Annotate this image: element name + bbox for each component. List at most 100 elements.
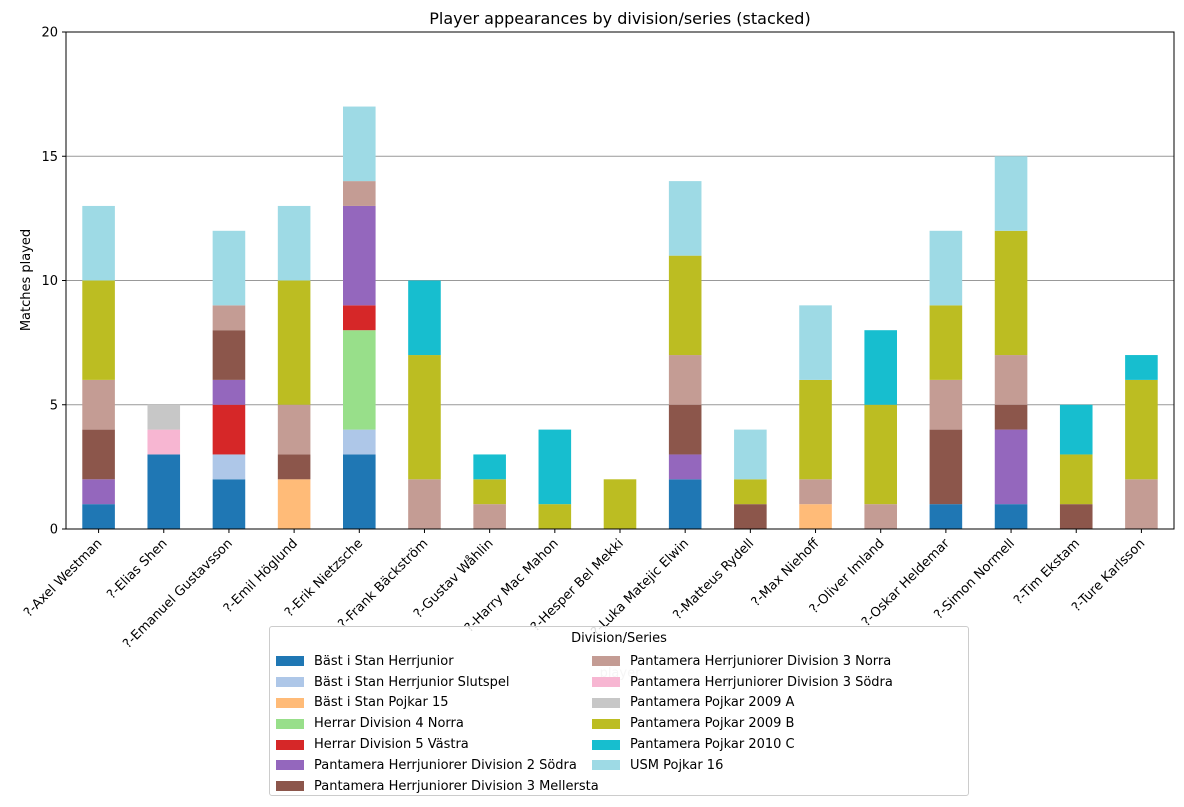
bar-segment xyxy=(994,429,1028,505)
legend-item: USM Pojkar 16 xyxy=(592,755,893,776)
bar-segment xyxy=(82,429,115,480)
bar-segment xyxy=(929,305,963,380)
y-axis-label: Matches played xyxy=(19,229,34,331)
bar-segment xyxy=(929,504,963,529)
bar-segment xyxy=(668,479,702,529)
bar-segment xyxy=(82,379,115,430)
bar-segment xyxy=(994,404,1028,430)
legend-label: Bäst i Stan Pojkar 15 xyxy=(314,695,449,711)
legend-label: Pantamera Herrjuniorer Division 3 Norra xyxy=(630,653,892,669)
legend-label: USM Pojkar 16 xyxy=(630,757,724,773)
bar-segment xyxy=(994,355,1028,405)
x-tick-label: ?-Tim Ekstam xyxy=(1011,536,1083,608)
y-axis: 0 5 10 15 20 xyxy=(41,26,66,538)
bar-segment xyxy=(668,255,702,356)
bar-segment xyxy=(343,106,376,182)
bar-segment xyxy=(734,504,767,529)
bar-segment xyxy=(864,330,897,405)
legend-swatch xyxy=(592,718,620,729)
legend-item: Herrar Division 4 Norra xyxy=(276,713,599,734)
y-tick-label: 20 xyxy=(41,26,58,41)
bar-segment xyxy=(1059,454,1093,505)
legend-label: Pantamera Herrjuniorer Division 3 Södra xyxy=(630,674,893,690)
bar-segment xyxy=(1125,479,1158,529)
bar-segment xyxy=(82,479,115,505)
bar-segment xyxy=(408,355,441,480)
bar-segment xyxy=(473,504,506,529)
bar-segment xyxy=(668,355,702,405)
legend-item: Herrar Division 5 Västra xyxy=(276,734,599,755)
bar-segment xyxy=(408,280,441,356)
y-tick-label: 0 xyxy=(50,523,58,538)
bar-segment xyxy=(799,504,832,529)
legend-title: Division/Series xyxy=(571,631,667,646)
gridlines xyxy=(66,155,1174,406)
bar-segment xyxy=(1125,355,1158,380)
chart-title: Player appearances by division/series (s… xyxy=(429,9,810,28)
legend-label: Bäst i Stan Herrjunior xyxy=(314,653,454,669)
legend-label: Bäst i Stan Herrjunior Slutspel xyxy=(314,674,510,690)
bar-segment xyxy=(343,454,376,529)
bar-segment xyxy=(1125,379,1158,480)
legend-item: Bäst i Stan Herrjunior xyxy=(276,651,599,672)
bar-segment xyxy=(929,429,963,505)
bar-segment xyxy=(734,429,767,480)
bar-segment xyxy=(408,479,441,529)
legend-item: Bäst i Stan Pojkar 15 xyxy=(276,693,599,714)
x-tick-label: ?-Elias Shen xyxy=(104,536,170,602)
legend-item: Pantamera Herrjuniorer Division 2 Södra xyxy=(276,755,599,776)
legend-item: Pantamera Pojkar 2009 B xyxy=(592,713,893,734)
legend-swatch xyxy=(276,677,304,688)
bar-segment xyxy=(929,230,963,306)
bar-segment xyxy=(147,404,181,430)
legend-label: Herrar Division 5 Västra xyxy=(314,737,469,753)
bar-segment xyxy=(1059,404,1093,455)
bar-segment xyxy=(82,205,115,281)
bar-segment xyxy=(668,181,702,256)
legend-swatch xyxy=(276,718,304,729)
legend-item: Pantamera Pojkar 2010 C xyxy=(592,734,893,755)
bar-segment xyxy=(799,379,832,480)
bar-segment xyxy=(343,205,376,306)
y-tick-label: 15 xyxy=(41,150,58,165)
y-tick-label: 10 xyxy=(41,274,58,289)
bar-segment xyxy=(864,404,897,505)
legend-item: Pantamera Pojkar 2009 A xyxy=(592,693,893,714)
legend-item: Pantamera Herrjuniorer Division 3 Norra xyxy=(592,651,893,672)
legend-swatch xyxy=(276,739,304,750)
legend-swatch xyxy=(592,739,620,750)
bar-segment xyxy=(212,230,246,306)
bar-segment xyxy=(147,429,181,455)
legend-swatch xyxy=(276,697,304,708)
bar-segment xyxy=(82,280,115,380)
bar-segment xyxy=(212,379,246,405)
bar-segment xyxy=(277,454,311,480)
legend-swatch xyxy=(276,760,304,771)
legend-label: Pantamera Herrjuniorer Division 2 Södra xyxy=(314,757,577,773)
legend-label: Pantamera Pojkar 2010 C xyxy=(630,737,795,753)
bar-segment xyxy=(343,330,376,430)
legend-swatch xyxy=(592,677,620,688)
legend-swatch xyxy=(592,760,620,771)
legend-item: Pantamera Herrjuniorer Division 3 Södra xyxy=(592,672,893,693)
bar-segment xyxy=(799,305,832,380)
bar-segment xyxy=(277,404,311,455)
legend: Division/Series Bäst i Stan Herrjunior Bä… xyxy=(269,626,969,796)
bar-segment xyxy=(82,504,115,529)
bar-segment xyxy=(212,305,246,331)
bar-segment xyxy=(147,454,181,529)
bar-segment xyxy=(668,404,702,455)
bar-segment xyxy=(343,305,376,331)
legend-column: Pantamera Herrjuniorer Division 3 Norra P… xyxy=(592,651,893,776)
x-tick-label: ?-Emanuel Gustavsson xyxy=(120,536,235,651)
bar-segment xyxy=(603,479,637,529)
bar-segment xyxy=(212,479,246,529)
legend-label: Herrar Division 4 Norra xyxy=(314,716,464,732)
bar-segment xyxy=(212,330,246,380)
bar-segment xyxy=(212,404,246,455)
legend-swatch xyxy=(592,697,620,708)
bar-segment xyxy=(277,205,311,281)
legend-item: Bäst i Stan Herrjunior Slutspel xyxy=(276,672,599,693)
bar-segment xyxy=(212,454,246,480)
